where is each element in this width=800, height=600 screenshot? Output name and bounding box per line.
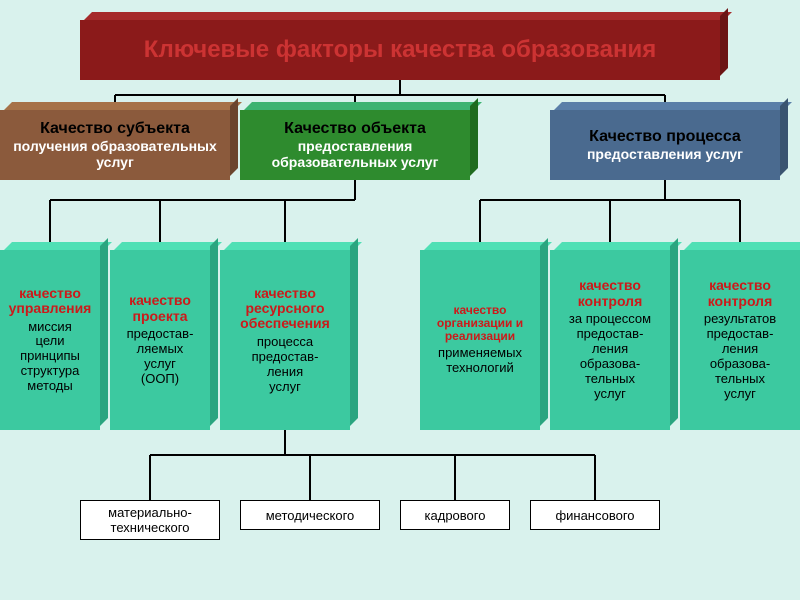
l3-title: качество контроля [686, 278, 794, 309]
diagram-node: качество организации и реализации примен… [420, 250, 540, 430]
l3-sub: за процессомпредостав-ленияобразова-тель… [569, 312, 651, 402]
leaf-node: материально-технического [80, 500, 220, 540]
l2-sub: предоставления образовательных услуг [246, 138, 464, 170]
l3-sub: миссияцелипринципыструктураметоды [20, 320, 80, 395]
diagram-node: качество контроля результатовпредостав-л… [680, 250, 800, 430]
l3-sub: применяемыхтехнологий [438, 346, 522, 376]
diagram-node: качество управления миссияцелипринципыст… [0, 250, 100, 430]
diagram-node: Качество объекта предоставления образова… [240, 110, 470, 180]
diagram-node: качество ресурсного обеспечения процесса… [220, 250, 350, 430]
leaf-node: кадрового [400, 500, 510, 530]
l3-title: качество управления [6, 286, 94, 317]
root-title: Ключевые факторы качества образования [144, 36, 656, 64]
leaf-node: методического [240, 500, 380, 530]
l3-sub: процессапредостав-ленияуслуг [252, 335, 319, 395]
diagram-node: качество проекта предостав-ляемыхуслуг(О… [110, 250, 210, 430]
l2-title: Качество объекта [284, 120, 426, 138]
l2-title: Качество субъекта [40, 120, 190, 138]
diagram-node: качество контроля за процессомпредостав-… [550, 250, 670, 430]
l2-sub: получения образовательных услуг [6, 138, 224, 170]
l3-title: качество контроля [556, 278, 664, 309]
l3-title: качество ресурсного обеспечения [226, 286, 344, 332]
l3-sub: предостав-ляемыхуслуг(ООП) [127, 327, 194, 387]
leaf-node: финансового [530, 500, 660, 530]
diagram-node: Качество субъекта получения образователь… [0, 110, 230, 180]
l2-sub: предоставления услуг [587, 146, 743, 162]
l3-title: качество проекта [116, 293, 204, 324]
diagram-node: Ключевые факторы качества образования [80, 20, 720, 80]
l2-title: Качество процесса [589, 128, 741, 146]
l3-sub: результатовпредостав-ленияобразова-тельн… [704, 312, 776, 402]
l3-title: качество организации и реализации [426, 304, 534, 344]
diagram-node: Качество процесса предоставления услуг [550, 110, 780, 180]
